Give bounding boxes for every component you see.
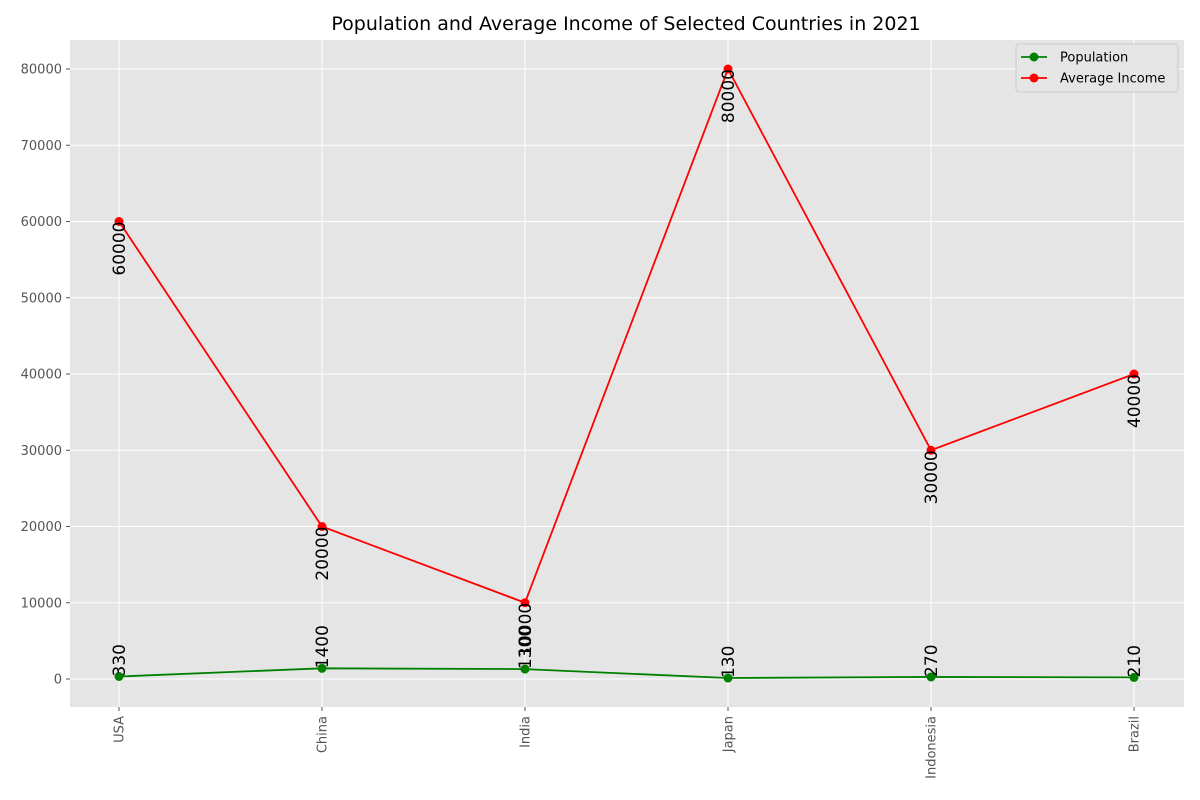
y-tick-label: 60000 <box>21 215 62 230</box>
data-label: 20000 <box>313 527 333 581</box>
legend: Population Average Income <box>1015 43 1179 93</box>
y-tick-label: 50000 <box>21 291 62 306</box>
x-tick-label: India <box>519 716 534 748</box>
x-tick-label: Indonesia <box>925 716 940 779</box>
data-label: 330 <box>110 644 130 676</box>
data-point <box>1129 672 1139 682</box>
x-tick-label: Japan <box>722 716 737 753</box>
x-tick-label: Brazil <box>1128 716 1143 752</box>
data-label: 130 <box>719 646 739 678</box>
series-layer <box>114 64 1139 683</box>
data-point <box>520 598 530 608</box>
data-label: 210 <box>1125 645 1145 677</box>
data-label: 1300 <box>516 626 536 669</box>
data-point <box>114 217 124 226</box>
data-label: 60000 <box>110 222 130 276</box>
chart-title: Population and Average Income of Selecte… <box>331 13 920 35</box>
x-tick-label: USA <box>113 716 128 743</box>
data-point <box>723 673 733 683</box>
legend-marker <box>1029 52 1039 62</box>
data-label: 80000 <box>719 69 739 123</box>
x-axis-ticks: USA China India Japan Indonesia Brazil <box>113 707 1143 779</box>
data-point <box>317 522 327 531</box>
data-label: 40000 <box>1125 374 1145 428</box>
legend-label: Average Income <box>1060 72 1165 87</box>
data-label: 270 <box>922 644 942 676</box>
legend-box <box>1015 43 1179 93</box>
data-point <box>317 663 327 673</box>
data-point <box>723 64 733 74</box>
y-tick-label: 30000 <box>21 444 62 459</box>
legend-label: Population <box>1060 51 1128 66</box>
y-tick-label: 80000 <box>21 63 62 78</box>
series-line <box>118 667 1135 679</box>
data-label: 1400 <box>313 625 333 668</box>
data-label: 10000 <box>516 603 536 657</box>
data-point <box>926 672 936 682</box>
y-axis-ticks: 0 10000 20000 30000 40000 50000 60000 70000 8000… <box>21 63 70 688</box>
data-point <box>114 671 124 681</box>
x-tick-label: China <box>316 716 331 753</box>
legend-marker <box>1029 73 1039 83</box>
data-point <box>1129 369 1139 379</box>
data-point <box>926 445 936 455</box>
data-labels: 330 1400 1300 130 270 210 60000 20000 10000 80000… <box>110 69 1145 678</box>
y-tick-label: 20000 <box>21 520 62 535</box>
y-tick-label: 0 <box>54 673 62 688</box>
data-point <box>520 664 530 674</box>
series-line <box>118 66 1135 604</box>
y-tick-label: 40000 <box>21 368 62 383</box>
y-tick-label: 70000 <box>21 139 62 154</box>
data-label: 30000 <box>922 450 942 504</box>
y-tick-label: 10000 <box>21 596 62 611</box>
